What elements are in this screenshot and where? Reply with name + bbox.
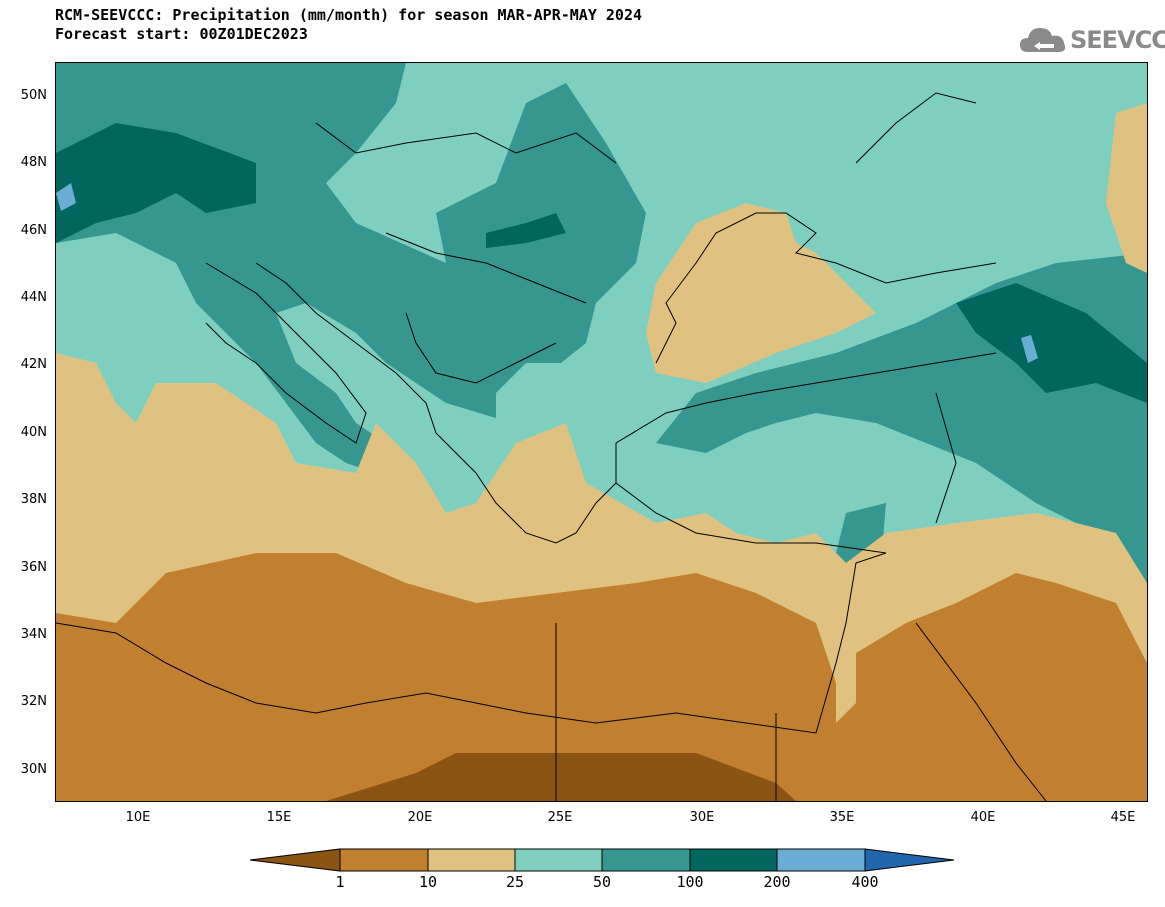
lon-label: 45E <box>1110 810 1136 825</box>
lat-label: 42N <box>20 357 47 372</box>
lat-label: 38N <box>20 492 47 507</box>
title-line-2: Forecast start: 00Z01DEC2023 <box>55 25 308 43</box>
lon-label: 35E <box>829 810 855 825</box>
zone-100-200-caucasus <box>956 283 1147 403</box>
zone-200-400-alps <box>56 183 76 211</box>
lat-label: 34N <box>20 627 47 642</box>
colorbar <box>250 848 955 872</box>
border-2 <box>385 232 587 304</box>
coast-adriatic <box>255 262 477 474</box>
zone-200-400-lake <box>1021 335 1038 363</box>
lat-label: 48N <box>20 155 47 170</box>
lat-label: 40N <box>20 425 47 440</box>
coast-black-sea <box>655 212 997 364</box>
colorbar-label: 200 <box>763 873 791 891</box>
zone-1-10-africa <box>56 553 1147 801</box>
colorbar-bin-200-400 <box>776 848 866 872</box>
zone-0-1-desert <box>326 753 796 801</box>
lon-label: 30E <box>689 810 715 825</box>
lat-label: 32N <box>20 694 47 709</box>
map-canvas <box>55 63 1147 802</box>
zone-100-200-alps <box>56 123 256 243</box>
zone-100-200-carpathians <box>486 213 566 248</box>
seevccc-logo: SEEVCCC <box>1018 20 1165 58</box>
lat-label: 30N <box>20 762 47 777</box>
colorbar-high-arrow <box>864 848 955 872</box>
lon-label: 20E <box>407 810 433 825</box>
logo-text: SEEVCCC <box>1070 26 1165 54</box>
lon-label: 15E <box>266 810 292 825</box>
colorbar-label: 50 <box>592 873 612 891</box>
colorbar-bin-50-100 <box>601 848 691 872</box>
lat-label: 50N <box>20 88 47 103</box>
colorbar-label: 1 <box>335 873 345 891</box>
lat-label: 46N <box>20 223 47 238</box>
border-4 <box>855 92 977 164</box>
coast-levant <box>835 552 887 664</box>
border-6 <box>915 622 1047 802</box>
colorbar-low-arrow <box>250 848 341 872</box>
zone-10-25-east <box>1106 103 1147 273</box>
colorbar-bin-1-10 <box>339 848 429 872</box>
colorbar-label: 400 <box>851 873 879 891</box>
colorbar-bin-25-50 <box>514 848 603 872</box>
map-title: RCM-SEEVCCC: Precipitation (mm/month) fo… <box>55 6 642 44</box>
coast-greece <box>475 472 617 544</box>
border-3 <box>405 312 557 384</box>
colorbar-bin-10-25 <box>427 848 516 872</box>
border-1 <box>315 122 617 164</box>
coast-anatolia <box>615 352 997 554</box>
lon-label: 25E <box>547 810 573 825</box>
lon-label: 40E <box>970 810 996 825</box>
colorbar-label: 10 <box>418 873 438 891</box>
colorbar-bin-100-200 <box>689 848 778 872</box>
cloud-icon <box>1020 28 1066 52</box>
title-line-1: RCM-SEEVCCC: Precipitation (mm/month) fo… <box>55 6 642 24</box>
zone-10-25-blacksea <box>646 203 876 383</box>
coast-italy <box>205 262 367 444</box>
lat-label: 44N <box>20 290 47 305</box>
coastlines <box>55 92 1047 802</box>
coast-north-africa <box>55 622 837 734</box>
border-5 <box>935 392 957 524</box>
precipitation-map <box>55 62 1148 802</box>
lat-label: 36N <box>20 560 47 575</box>
lon-label: 10E <box>125 810 151 825</box>
colorbar-label: 25 <box>505 873 525 891</box>
colorbar-label: 100 <box>676 873 704 891</box>
